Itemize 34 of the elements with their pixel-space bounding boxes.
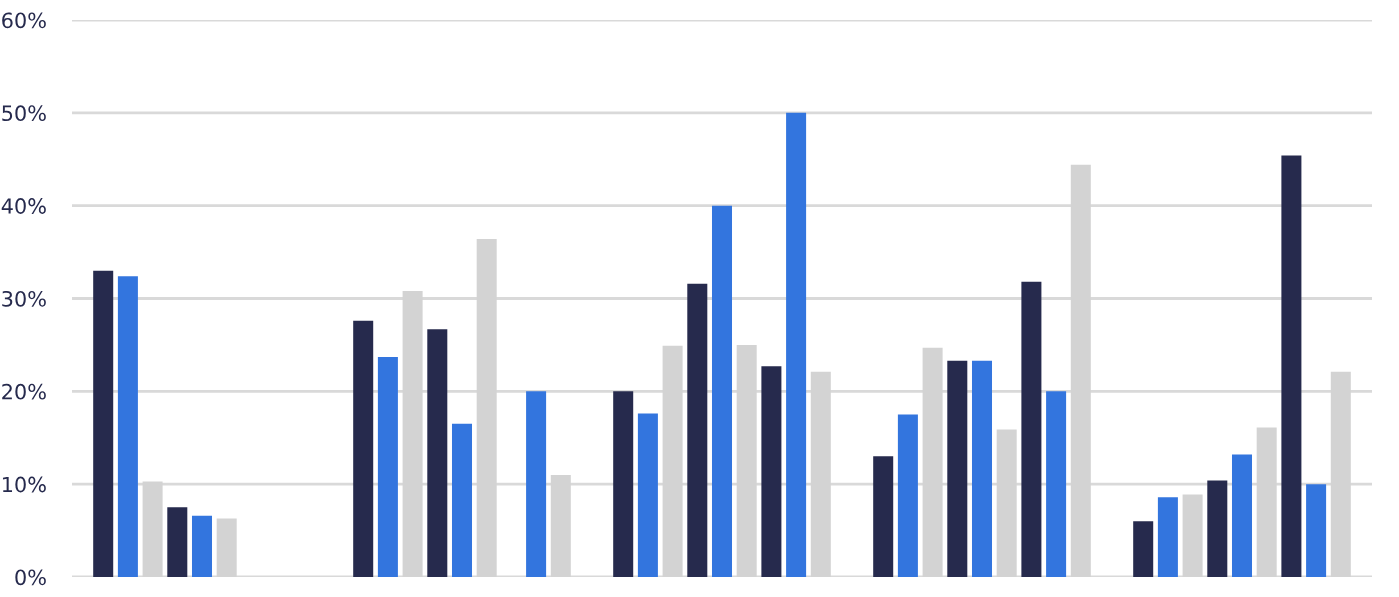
bar <box>427 329 448 577</box>
bar <box>1207 480 1228 577</box>
bar <box>761 366 782 577</box>
bar <box>377 356 398 577</box>
bar <box>117 276 138 577</box>
bar <box>613 391 634 577</box>
y-tick-label: 60% <box>2 12 46 29</box>
bar <box>1133 521 1154 577</box>
bar <box>873 456 894 577</box>
bar <box>167 507 188 577</box>
y-tick-label: 30% <box>2 290 46 307</box>
y-tick-label: 10% <box>2 476 46 493</box>
bar <box>1231 454 1253 577</box>
bar <box>687 283 708 577</box>
bar <box>637 413 658 577</box>
bar <box>786 112 807 577</box>
y-tick-label: 50% <box>2 105 46 122</box>
bar <box>1306 484 1327 577</box>
bar <box>897 414 918 577</box>
bar <box>93 270 114 577</box>
bar <box>451 423 473 577</box>
bar <box>1157 497 1178 577</box>
bar <box>947 360 968 577</box>
bar <box>1281 155 1302 577</box>
y-tick-label: 40% <box>1 198 46 214</box>
bar <box>353 320 374 577</box>
bar <box>191 515 213 577</box>
bar <box>1021 281 1042 577</box>
bar <box>1046 391 1067 577</box>
y-tick-label: 20% <box>2 383 46 400</box>
y-tick-label: 0% <box>15 569 46 586</box>
bar <box>711 205 733 577</box>
bar <box>526 391 547 577</box>
bar <box>971 360 993 577</box>
